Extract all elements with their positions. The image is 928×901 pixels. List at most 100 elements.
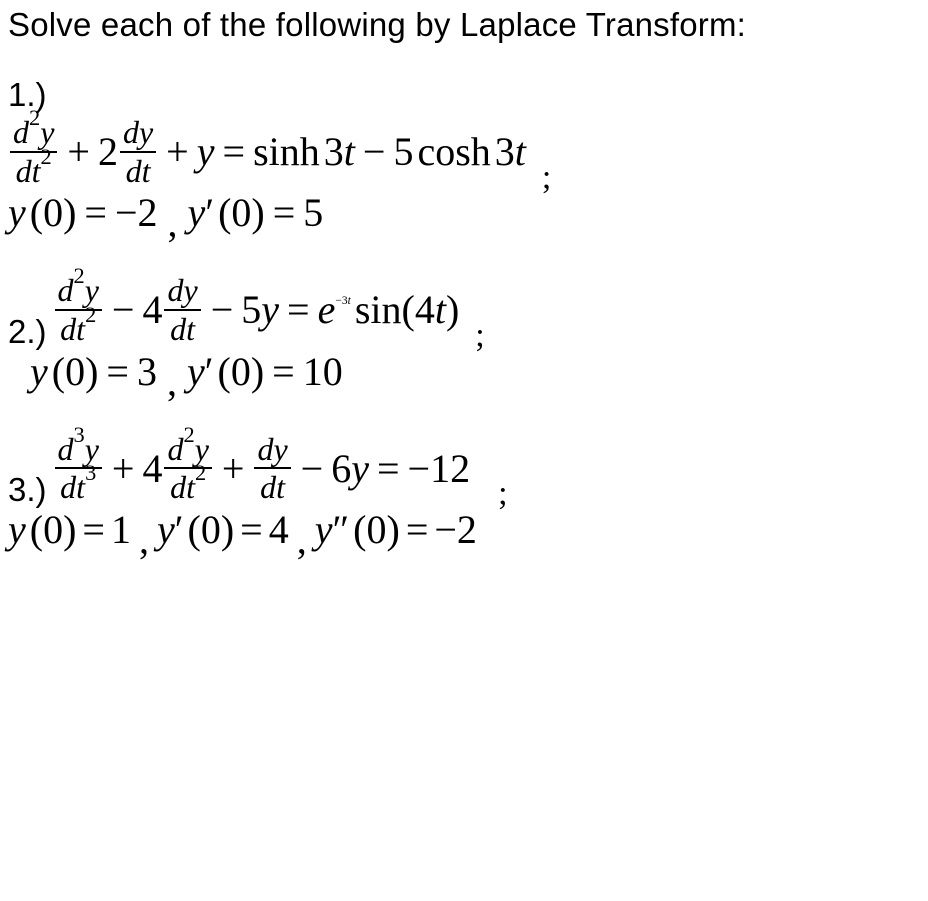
num-0: 0	[231, 189, 251, 236]
num-5: 5	[393, 128, 413, 175]
page-title: Solve each of the following by Laplace T…	[8, 6, 928, 44]
op-eq: =	[84, 189, 107, 236]
comma: ,	[167, 358, 177, 405]
op-minus: −	[301, 445, 324, 492]
num-4: 4	[415, 286, 435, 333]
const-e: e	[318, 286, 336, 333]
problem-3-number: 3.)	[8, 471, 47, 509]
func-cosh: cosh	[417, 128, 490, 175]
math-dt: dt	[60, 311, 85, 347]
val-neg2: −2	[434, 506, 477, 553]
var-t: t	[435, 286, 446, 333]
math-dt: dt	[170, 469, 195, 505]
prime: ′	[205, 189, 214, 236]
lparen: (	[30, 189, 43, 236]
math-dy: dy	[123, 114, 153, 150]
frac-dy-dt: dy dt	[120, 116, 156, 187]
lparen: (	[353, 506, 366, 553]
prime: ′	[175, 506, 184, 553]
semicolon: ;	[498, 475, 507, 513]
math-2: 2	[183, 422, 194, 447]
math-d: d	[58, 431, 74, 467]
op-eq: =	[272, 348, 295, 395]
rparen: )	[63, 506, 76, 553]
var-t: t	[344, 128, 355, 175]
op-eq: =	[82, 506, 105, 553]
math-dt: dt	[16, 153, 41, 189]
num-0: 0	[231, 348, 251, 395]
rparen: )	[251, 189, 264, 236]
math-d: d	[167, 431, 183, 467]
var-t: t	[515, 128, 526, 175]
op-eq: =	[287, 286, 310, 333]
op-eq: =	[406, 506, 429, 553]
math-d: d	[13, 114, 29, 150]
op-eq: =	[240, 506, 263, 553]
op-plus: +	[166, 128, 189, 175]
frac-dy-dt: dy dt	[164, 274, 200, 345]
var-y: y	[8, 506, 26, 553]
num-0: 0	[366, 506, 386, 553]
var-y: y	[261, 286, 279, 333]
math-2: 2	[29, 105, 40, 130]
val-neg2: −2	[115, 189, 158, 236]
comma: ,	[297, 516, 307, 563]
semicolon: ;	[542, 159, 551, 197]
problem-3: 3.) d3y dt3 + 4 d2y dt2 + dy dt − 6y =	[8, 433, 928, 553]
math-dy: dy	[257, 431, 287, 467]
op-eq: =	[223, 128, 246, 175]
math-d: d	[58, 272, 74, 308]
op-minus: −	[363, 128, 386, 175]
func-sin: sin	[355, 286, 402, 333]
problem-2: 2.) d2y dt2 − 4 dy dt − 5y = e−3t sin(4t…	[8, 274, 928, 394]
comma: ,	[168, 199, 178, 246]
var-y: y	[315, 506, 333, 553]
rparen: )	[446, 286, 459, 333]
lparen: (	[188, 506, 201, 553]
op-plus: +	[222, 445, 245, 492]
frac-d2y-dt2: d2y dt2	[10, 116, 57, 187]
math-2: 2	[85, 302, 96, 327]
num-0: 0	[65, 348, 85, 395]
num-0: 0	[201, 506, 221, 553]
rparen: )	[251, 348, 264, 395]
math-dt: dt	[126, 153, 151, 189]
double-prime: ″	[332, 506, 349, 553]
val-neg12: −12	[408, 445, 471, 492]
rparen: )	[386, 506, 399, 553]
op-minus: −	[112, 286, 135, 333]
num-3: 3	[324, 128, 344, 175]
num-0: 0	[43, 506, 63, 553]
var-y: y	[30, 348, 48, 395]
rparen: )	[221, 506, 234, 553]
page: Solve each of the following by Laplace T…	[0, 0, 928, 901]
coef-6: 6	[331, 445, 351, 492]
var-y: y	[188, 189, 206, 236]
rparen: )	[63, 189, 76, 236]
op-eq: =	[273, 189, 296, 236]
lparen: (	[402, 286, 415, 333]
coef-4: 4	[142, 445, 162, 492]
op-minus: −	[211, 286, 234, 333]
math-dt: dt	[170, 311, 195, 347]
problem-1: 1.) d2y dt2 + 2 dy dt + y = s	[8, 76, 928, 236]
math-3: 3	[85, 460, 96, 485]
problem-1-initial-conditions: y (0) = −2 , y′ (0) = 5	[8, 189, 928, 236]
num-3: 3	[495, 128, 515, 175]
problem-3-equation: 3.) d3y dt3 + 4 d2y dt2 + dy dt − 6y =	[8, 433, 928, 504]
math-3: 3	[74, 422, 85, 447]
var-y: y	[197, 128, 215, 175]
problem-3-initial-conditions: y (0) = 1 , y′ (0) = 4 , y″ (0) = −2	[8, 506, 928, 553]
math-2: 2	[41, 144, 52, 169]
problem-1-equation: d2y dt2 + 2 dy dt + y = sinh 3t − 5	[8, 116, 928, 187]
coef-4: 4	[142, 286, 162, 333]
val-4: 4	[269, 506, 289, 553]
val-1: 1	[111, 506, 131, 553]
func-sinh: sinh	[253, 128, 320, 175]
semicolon: ;	[475, 317, 484, 355]
var-y: y	[187, 348, 205, 395]
op-plus: +	[67, 128, 90, 175]
prime: ′	[205, 348, 214, 395]
lparen: (	[218, 348, 231, 395]
num-0: 0	[43, 189, 63, 236]
